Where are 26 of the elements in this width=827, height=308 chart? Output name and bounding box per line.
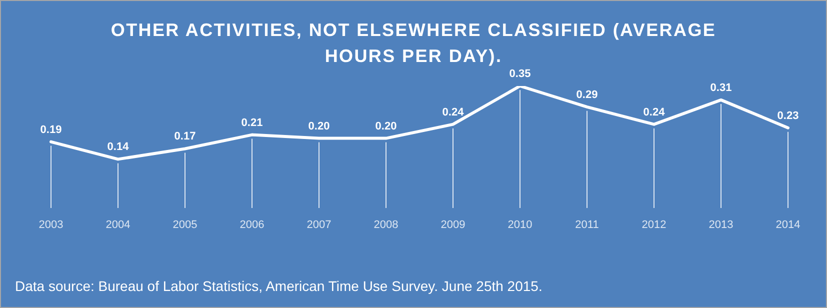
- data-label: 0.19: [40, 124, 62, 136]
- data-label: 0.20: [308, 120, 330, 132]
- x-tick-label: 2010: [508, 218, 532, 231]
- x-tick-label: 2014: [776, 218, 800, 231]
- x-tick-label: 2011: [575, 218, 599, 231]
- x-tick-label: 2006: [240, 218, 264, 231]
- x-tick-label: 2013: [708, 218, 734, 231]
- x-tick-label: 2012: [642, 218, 666, 231]
- data-label: 0.24: [643, 106, 666, 118]
- x-tick-label: 2004: [106, 218, 130, 231]
- x-tick-label: 2003: [38, 218, 64, 231]
- data-label: 0.35: [509, 68, 531, 80]
- x-tick-label: 2007: [306, 218, 332, 231]
- data-label: 0.14: [107, 141, 130, 154]
- data-label: 0.29: [576, 88, 598, 101]
- data-label: 0.31: [710, 82, 732, 94]
- data-label: 0.21: [241, 116, 263, 129]
- x-tick-label: 2009: [440, 218, 466, 231]
- data-label: 0.24: [442, 106, 465, 118]
- data-label: 0.20: [375, 120, 397, 132]
- x-tick-label: 2005: [172, 218, 198, 231]
- data-label: 0.17: [174, 130, 196, 143]
- x-tick-label: 2008: [374, 218, 398, 231]
- chart-title: OTHER ACTIVITIES, NOT ELSEWHERE CLASSIFIED (AVERAGE HOURS PER DAY).: [110, 19, 718, 68]
- source-note: Data source: Bureau of Labor Statistics, American Time Use Survey. June 25th 2015.: [15, 278, 542, 294]
- data-label: 0.23: [777, 110, 799, 122]
